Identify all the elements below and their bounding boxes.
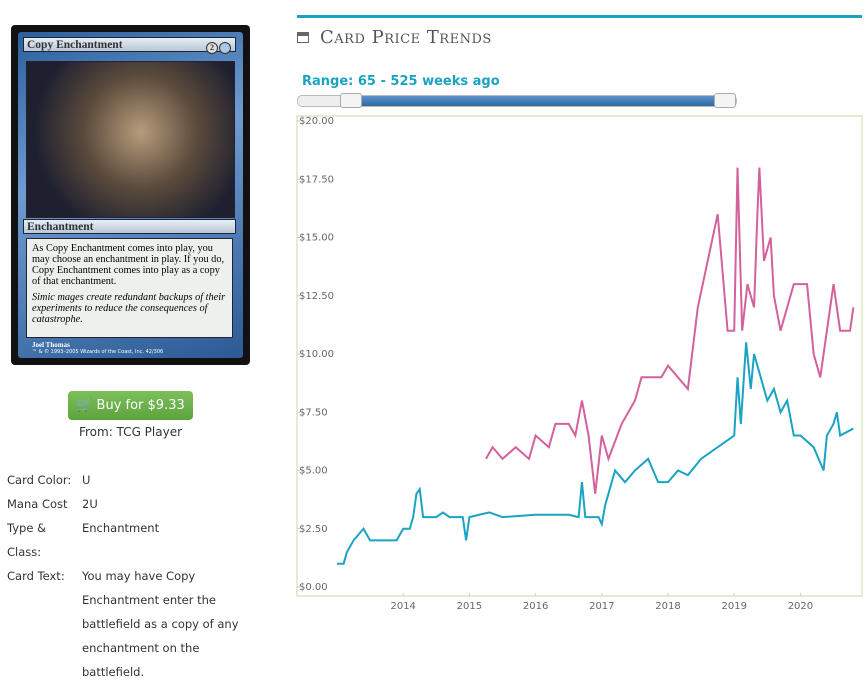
y-tick-label: $5.00 (299, 466, 328, 477)
detail-value: You may have Copy Enchantment enter the … (82, 569, 239, 679)
artist: Joel Thomas (32, 341, 70, 349)
mana-generic: 2 (206, 41, 218, 54)
y-tick-label: $2.50 (299, 524, 328, 535)
page: Copy Enchantment 2 Enchantment As Copy E… (7, 15, 863, 679)
rules-text: As Copy Enchantment comes into play, you… (32, 243, 225, 287)
detail-row: Card Text: You may have Copy Enchantment … (7, 564, 252, 684)
x-tick-label: 2019 (721, 601, 746, 612)
price-line (485, 167, 855, 494)
detail-key: Mana Cost (7, 497, 68, 511)
range-label: Range: 65 - 525 weeks ago (302, 74, 500, 89)
section-title: Card Price Trends (320, 27, 492, 48)
calendar-icon (297, 32, 309, 43)
detail-row: Type & Class: Enchantment (7, 516, 252, 564)
card-image: Copy Enchantment 2 Enchantment As Copy E… (11, 25, 250, 365)
y-tick-label: $15.00 (299, 233, 334, 244)
buy-button[interactable]: 🛒 Buy for $9.33 (68, 391, 193, 420)
price-line (337, 342, 854, 565)
detail-key: Card Color: (7, 473, 72, 487)
detail-value: Enchantment (82, 521, 160, 535)
copyright: ™ & © 1993–2005 Wizards of the Coast, In… (32, 349, 164, 355)
card-name-bar: Copy Enchantment 2 (23, 37, 236, 55)
flavor-text: Simic mages create redundant backups of … (32, 292, 226, 325)
card-textbox: As Copy Enchantment comes into play, you… (26, 238, 233, 338)
type-bar: Enchantment (23, 219, 236, 234)
detail-key: Card Text: (7, 569, 65, 583)
card-art (26, 61, 235, 218)
detail-value: 2U (82, 497, 98, 511)
x-tick-label: 2018 (655, 601, 680, 612)
chart: $0.00 $2.50 $5.00 $7.50 $10.00 $12.50 $15.00 $1… (296, 115, 863, 612)
plot-frame (296, 115, 863, 597)
y-tick-label: $10.00 (299, 349, 334, 360)
y-tick-label: $17.50 (299, 174, 334, 185)
card-name: Copy Enchantment (27, 39, 123, 51)
slider-range (350, 96, 725, 106)
x-tick-label: 2020 (788, 601, 813, 612)
mana-cost: 2 (205, 40, 231, 55)
buy-source: From: TCG Player (78, 425, 183, 439)
slider-handle[interactable] (340, 93, 362, 108)
y-tick-label: $7.50 (299, 407, 328, 418)
x-tick-label: 2015 (457, 601, 482, 612)
x-tick-label: 2016 (523, 601, 548, 612)
slider-handle[interactable] (714, 93, 736, 108)
details-table: Card Color: U Mana Cost 2U Type & Class: Ench… (7, 468, 252, 684)
detail-row: Card Color: U (7, 468, 252, 492)
detail-key: Type & Class: (7, 521, 47, 559)
detail-value: U (82, 473, 91, 487)
x-tick-label: 2017 (589, 601, 614, 612)
card-frame: Copy Enchantment 2 Enchantment As Copy E… (18, 32, 243, 358)
card-type: Enchantment (27, 221, 94, 233)
y-tick-label: $20.00 (299, 116, 334, 127)
section-rule (297, 15, 862, 18)
detail-row: Mana Cost 2U (7, 492, 252, 516)
buy-label[interactable]: Buy for $9.33 (96, 398, 185, 413)
x-tick-label: 2014 (390, 601, 415, 612)
mana-blue (219, 41, 231, 54)
y-tick-label: $12.50 (299, 291, 334, 302)
y-tick-label: $0.00 (299, 582, 328, 593)
